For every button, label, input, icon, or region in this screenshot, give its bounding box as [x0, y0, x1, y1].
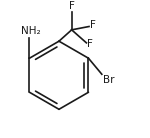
Text: NH₂: NH₂	[21, 26, 41, 36]
Text: Br: Br	[103, 75, 114, 85]
Text: F: F	[87, 39, 93, 49]
Text: F: F	[90, 20, 96, 30]
Text: F: F	[69, 1, 75, 11]
